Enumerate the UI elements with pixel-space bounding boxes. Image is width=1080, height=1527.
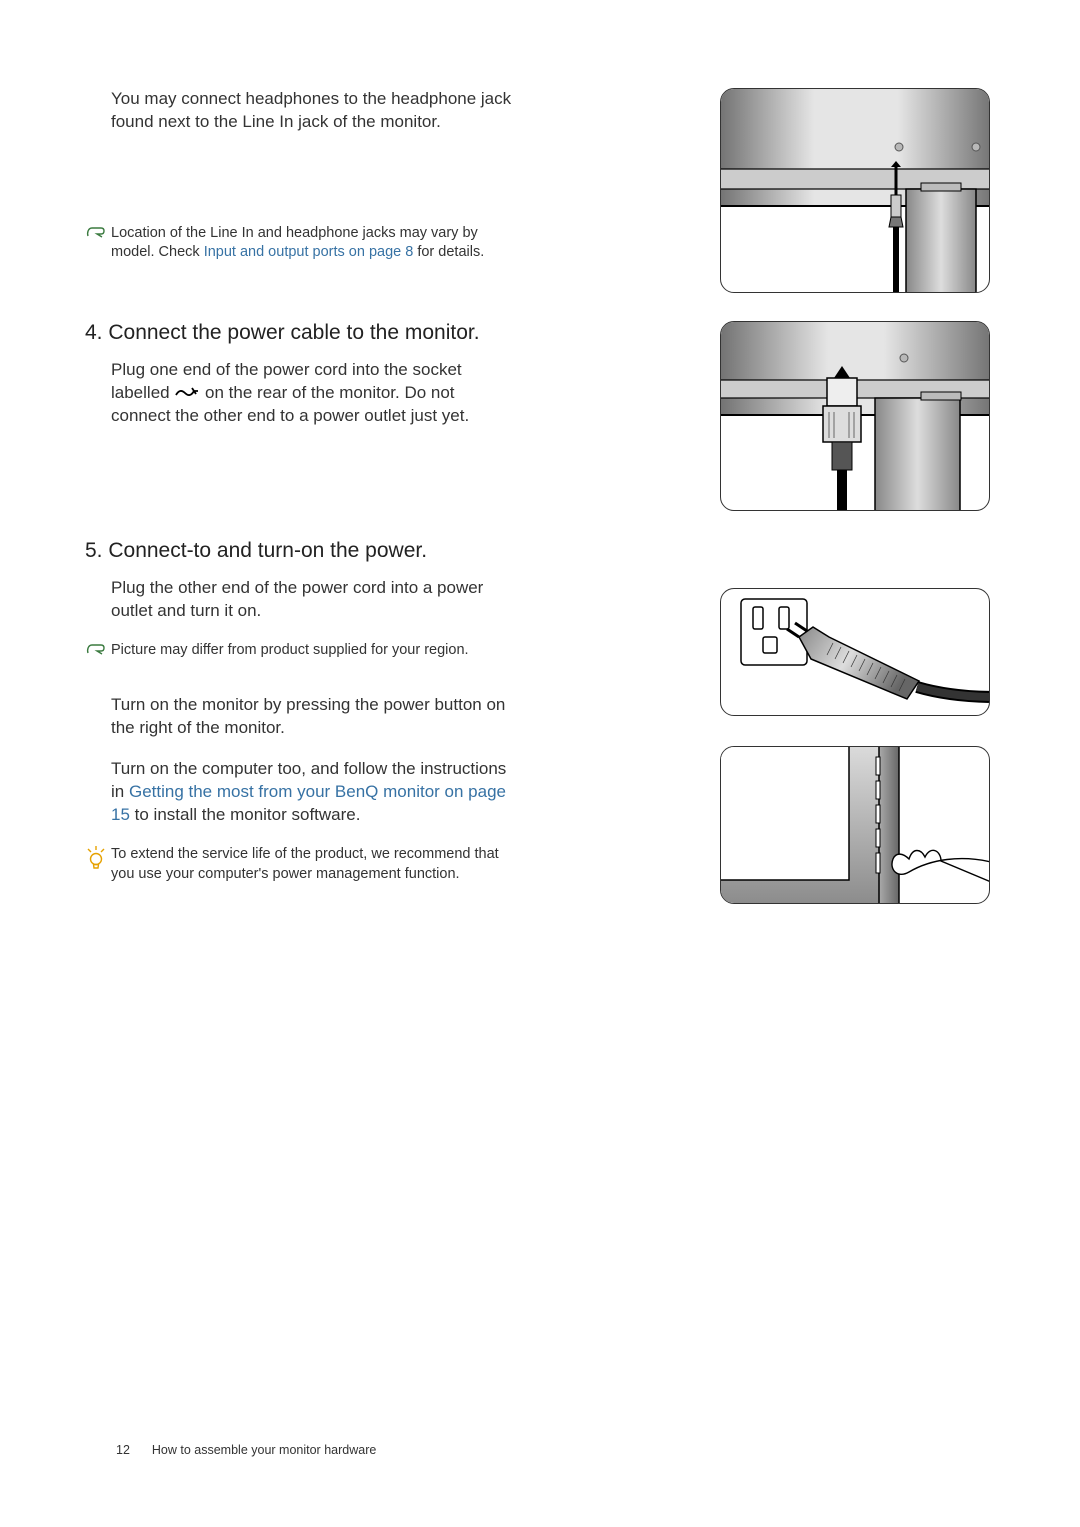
note-text-post: for details. bbox=[413, 244, 484, 260]
lightbulb-icon bbox=[85, 845, 107, 870]
page-footer: 12 How to assemble your monitor hardware bbox=[116, 1443, 376, 1457]
tip-row: To extend the service life of the produc… bbox=[85, 845, 513, 884]
note-icon bbox=[85, 641, 107, 656]
illustration-column bbox=[715, 539, 990, 904]
illustration-column bbox=[715, 88, 990, 293]
note-row: Picture may differ from product supplied… bbox=[85, 641, 513, 661]
illustration-power-cable bbox=[720, 321, 990, 511]
body-paragraph: Plug one end of the power cord into the … bbox=[85, 359, 513, 428]
link-input-output-ports[interactable]: Input and output ports on page 8 bbox=[204, 244, 414, 260]
step-heading: 4. Connect the power cable to the monito… bbox=[85, 321, 513, 345]
step-heading: 5. Connect-to and turn-on the power. bbox=[85, 539, 513, 563]
text-column: 5. Connect-to and turn-on the power. Plu… bbox=[85, 539, 513, 904]
section-headphone: You may connect headphones to the headph… bbox=[85, 88, 990, 293]
body-paragraph: Plug the other end of the power cord int… bbox=[85, 577, 513, 623]
ac-power-symbol-icon bbox=[174, 382, 200, 405]
section-turn-on: 5. Connect-to and turn-on the power. Plu… bbox=[85, 539, 990, 904]
text-column: 4. Connect the power cable to the monito… bbox=[85, 321, 513, 511]
section-power-cable: 4. Connect the power cable to the monito… bbox=[85, 321, 990, 511]
illustration-column bbox=[715, 321, 990, 511]
footer-title: How to assemble your monitor hardware bbox=[152, 1443, 376, 1457]
body-paragraph: You may connect headphones to the headph… bbox=[85, 88, 513, 134]
note-row: Location of the Line In and headphone ja… bbox=[85, 224, 513, 263]
note-icon bbox=[85, 224, 107, 239]
tip-text: To extend the service life of the produc… bbox=[107, 845, 513, 884]
illustration-wall-plug bbox=[720, 588, 990, 716]
illustration-headphone-jack bbox=[720, 88, 990, 293]
body-paragraph: Turn on the monitor by pressing the powe… bbox=[85, 694, 513, 740]
note-text: Location of the Line In and headphone ja… bbox=[107, 224, 513, 263]
page-number: 12 bbox=[116, 1443, 130, 1457]
note-text: Picture may differ from product supplied… bbox=[107, 641, 513, 661]
text-column: You may connect headphones to the headph… bbox=[85, 88, 513, 293]
p-text-post: to install the monitor software. bbox=[130, 805, 361, 824]
body-paragraph: Turn on the computer too, and follow the… bbox=[85, 758, 513, 827]
illustration-power-button bbox=[720, 746, 990, 904]
